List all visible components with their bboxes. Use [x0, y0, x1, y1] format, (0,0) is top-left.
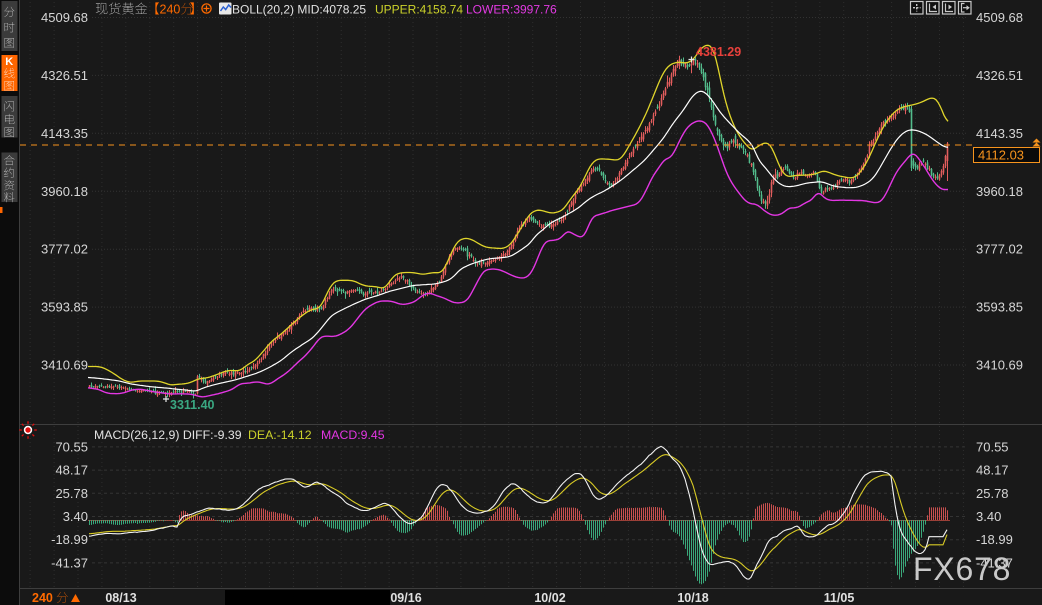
- svg-text:3593.85: 3593.85: [41, 300, 88, 315]
- svg-text:-18.99: -18.99: [51, 532, 88, 547]
- svg-text:3410.69: 3410.69: [41, 358, 88, 373]
- svg-text:4326.51: 4326.51: [976, 68, 1023, 83]
- svg-text:3960.18: 3960.18: [41, 184, 88, 199]
- svg-text:48.17: 48.17: [976, 463, 1009, 478]
- svg-text:240: 240: [32, 591, 53, 605]
- svg-text:3960.18: 3960.18: [976, 184, 1023, 199]
- svg-text:4381.29: 4381.29: [696, 45, 741, 59]
- svg-text:25.78: 25.78: [55, 486, 88, 501]
- svg-text:4143.35: 4143.35: [976, 126, 1023, 141]
- svg-text:DEA:-14.12: DEA:-14.12: [248, 428, 312, 442]
- svg-text:25.78: 25.78: [976, 486, 1009, 501]
- svg-text:11/05: 11/05: [824, 591, 855, 605]
- svg-text:70.55: 70.55: [55, 439, 88, 454]
- svg-text:3.40: 3.40: [63, 509, 88, 524]
- svg-text:10/18: 10/18: [677, 591, 708, 605]
- svg-text:3777.02: 3777.02: [976, 242, 1023, 257]
- svg-text:-41.37: -41.37: [51, 555, 88, 570]
- svg-text:3.40: 3.40: [976, 509, 1001, 524]
- svg-text:240: 240: [160, 3, 181, 17]
- svg-text:MACD:9.45: MACD:9.45: [321, 428, 385, 442]
- svg-text:LOWER:3997.76: LOWER:3997.76: [466, 3, 557, 17]
- svg-text:-18.99: -18.99: [976, 532, 1013, 547]
- svg-text:BOLL(20,2) MID:4078.25: BOLL(20,2) MID:4078.25: [232, 3, 366, 17]
- svg-text:3410.69: 3410.69: [976, 358, 1023, 373]
- svg-text:4509.68: 4509.68: [976, 10, 1023, 25]
- svg-text:UPPER:4158.74: UPPER:4158.74: [375, 3, 463, 17]
- svg-text:70.55: 70.55: [976, 439, 1009, 454]
- svg-text:-41.37: -41.37: [976, 555, 1013, 570]
- svg-text:3311.40: 3311.40: [170, 398, 215, 412]
- svg-text:08/13: 08/13: [105, 591, 136, 605]
- svg-text:MACD(26,12,9) DIFF:-9.39: MACD(26,12,9) DIFF:-9.39: [94, 428, 242, 442]
- svg-text:48.17: 48.17: [55, 463, 88, 478]
- svg-text:4112.03: 4112.03: [978, 148, 1024, 163]
- svg-text:10/02: 10/02: [534, 591, 565, 605]
- svg-text:K: K: [5, 56, 13, 68]
- svg-text:3593.85: 3593.85: [976, 300, 1023, 315]
- svg-text:4326.51: 4326.51: [41, 68, 88, 83]
- svg-text:09/16: 09/16: [390, 591, 421, 605]
- svg-text:4143.35: 4143.35: [41, 126, 88, 141]
- svg-text:4509.68: 4509.68: [41, 10, 88, 25]
- svg-text:3777.02: 3777.02: [41, 242, 88, 257]
- svg-text:FX678: FX678: [913, 551, 1011, 587]
